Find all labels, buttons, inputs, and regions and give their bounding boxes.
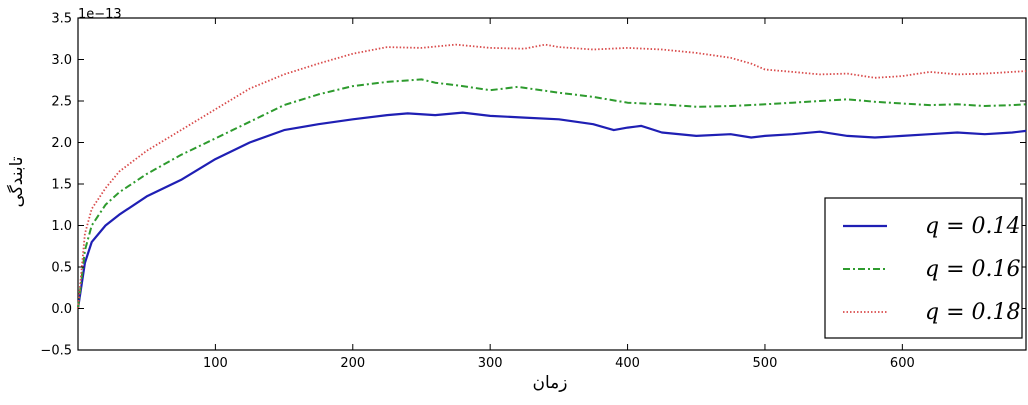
x-tick-label: 400 bbox=[615, 356, 640, 371]
x-tick-label: 500 bbox=[753, 356, 778, 371]
series-line-2 bbox=[77, 43, 1027, 309]
y-tick-label: 2.5 bbox=[51, 95, 72, 110]
x-tick-label: 600 bbox=[890, 356, 915, 371]
legend-label-2: q = 0.18 bbox=[925, 300, 1021, 325]
y-tick-label: 1.5 bbox=[51, 178, 72, 193]
labels-layer: 1e−13 زمان تابندگی bbox=[6, 7, 567, 393]
x-tick-label: 300 bbox=[478, 356, 503, 371]
x-tick-label: 100 bbox=[203, 356, 228, 371]
y-axis-label: تابندگی bbox=[6, 156, 27, 207]
x-axis-label: زمان bbox=[533, 373, 568, 393]
y-tick-label: 2.0 bbox=[51, 136, 72, 151]
offset-label: 1e−13 bbox=[78, 7, 122, 22]
legend: q = 0.14 q = 0.16 q = 0.18 bbox=[824, 197, 1023, 339]
series-line-0 bbox=[76, 111, 1027, 309]
y-tick-label: 1.0 bbox=[51, 219, 72, 234]
y-tick-label: 0.0 bbox=[51, 302, 72, 317]
y-tick-label: 0.5 bbox=[51, 261, 72, 276]
legend-box bbox=[824, 197, 1023, 339]
y-tick-label: 3.5 bbox=[51, 12, 72, 27]
legend-label-0: q = 0.14 bbox=[925, 214, 1021, 239]
y-tick-label: −0.5 bbox=[40, 344, 72, 359]
axes-layer: 100 200 300 400 500 600 −0.5 0.0 0.5 1.0 1.5 2.0 2.5… bbox=[40, 12, 1026, 371]
series-layer bbox=[76, 43, 1027, 309]
series-line-1 bbox=[77, 78, 1027, 309]
x-tick-label: 200 bbox=[340, 356, 365, 371]
legend-label-1: q = 0.16 bbox=[925, 257, 1021, 282]
y-tick-label: 3.0 bbox=[51, 53, 72, 68]
